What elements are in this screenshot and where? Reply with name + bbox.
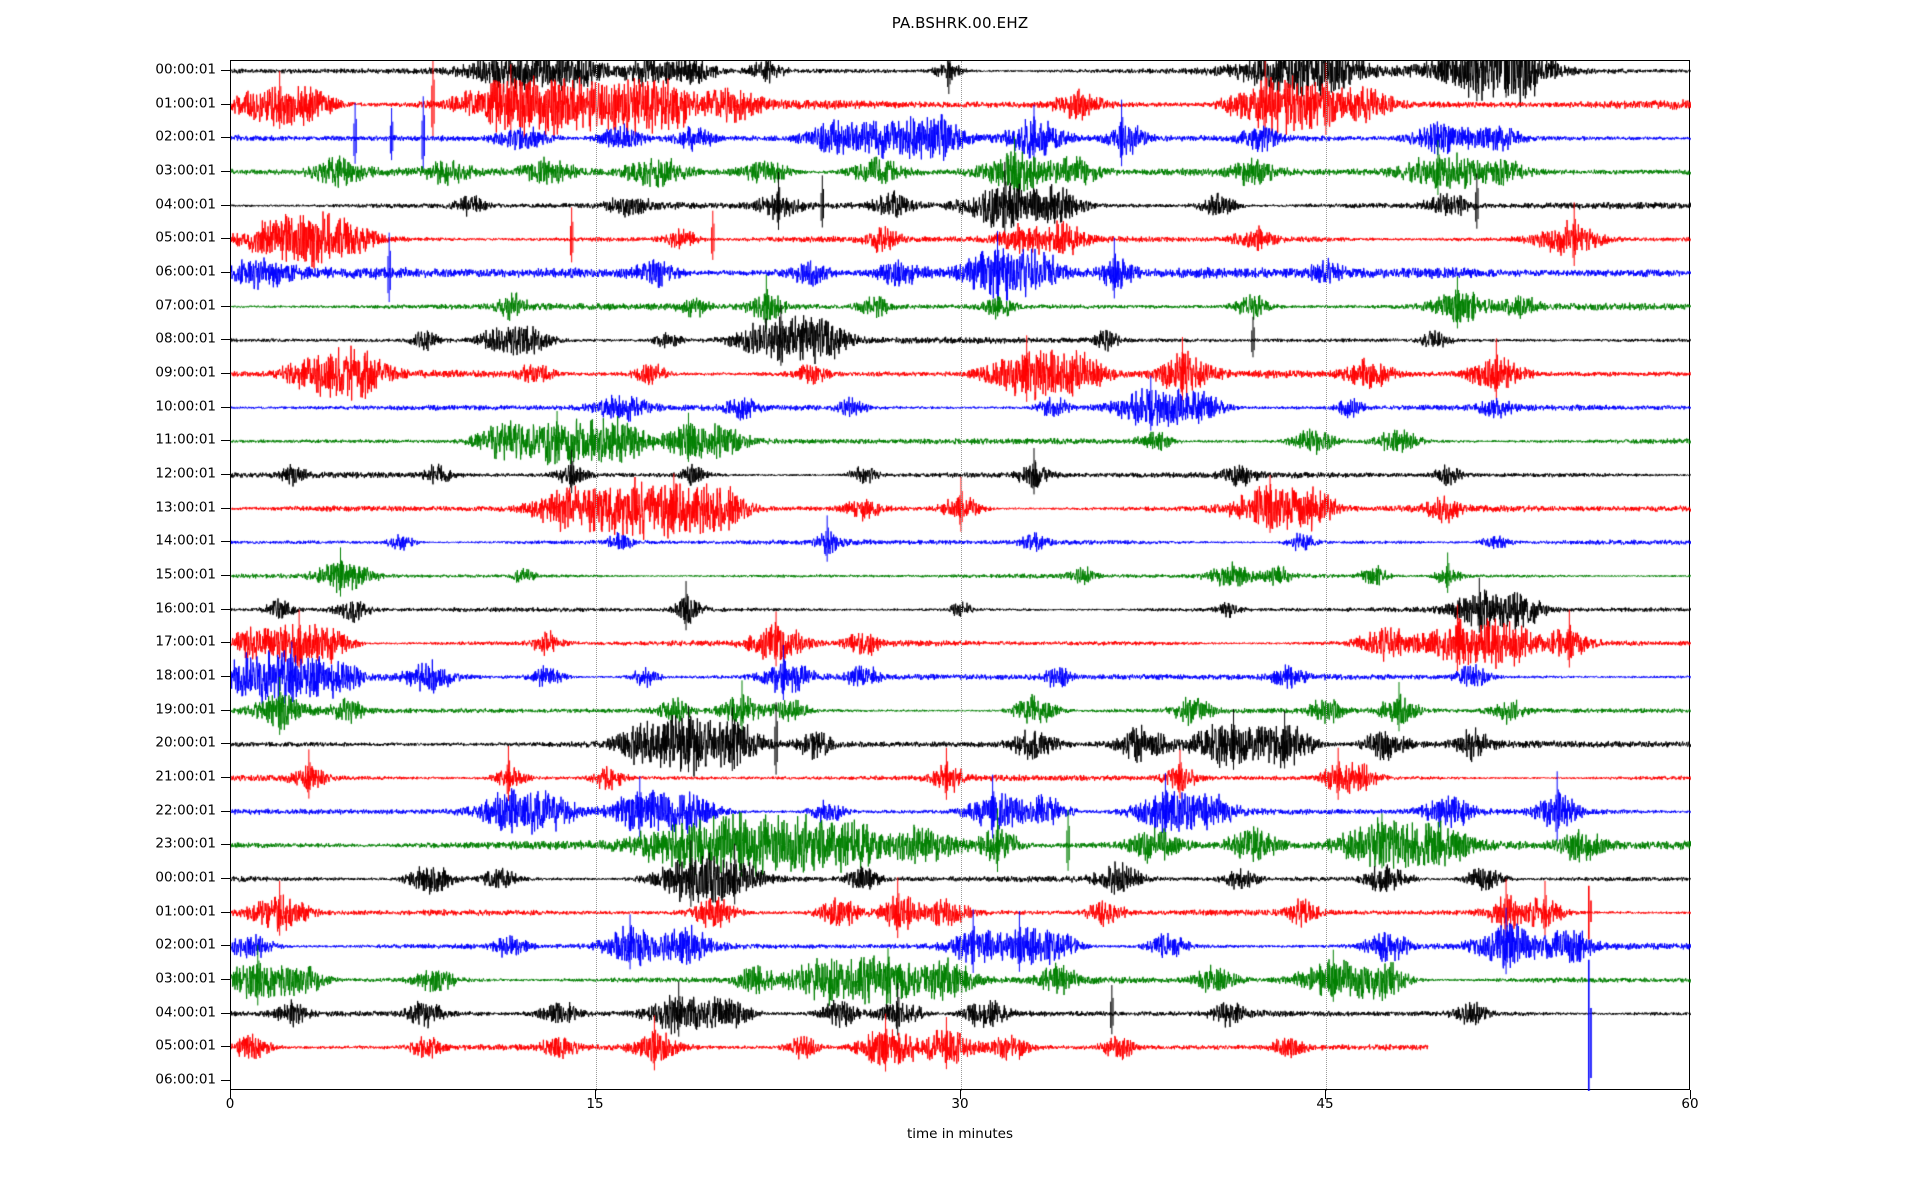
x-tick-label: 15 bbox=[586, 1096, 604, 1112]
y-tick-mark bbox=[221, 171, 230, 172]
y-tick-mark bbox=[221, 406, 230, 408]
y-tick-label: 17:00:01 bbox=[155, 633, 216, 650]
y-tick-label: 10:00:01 bbox=[155, 397, 216, 414]
y-tick-mark bbox=[221, 1012, 230, 1014]
y-tick-mark bbox=[221, 1080, 230, 1081]
y-tick-label: 03:00:01 bbox=[155, 162, 216, 179]
y-tick-label: 06:00:01 bbox=[155, 1071, 216, 1088]
y-tick-mark bbox=[221, 474, 230, 475]
x-tick-mark bbox=[595, 1090, 596, 1099]
y-tick-label: 16:00:01 bbox=[155, 599, 216, 616]
y-tick-label: 00:00:01 bbox=[155, 61, 216, 78]
y-tick-mark bbox=[221, 507, 230, 509]
y-tick-label: 05:00:01 bbox=[155, 1037, 216, 1054]
y-tick-mark bbox=[221, 743, 230, 745]
y-tick-mark bbox=[221, 878, 230, 879]
y-tick-mark bbox=[221, 911, 230, 913]
y-tick-label: 19:00:01 bbox=[155, 700, 216, 717]
y-tick-mark bbox=[221, 676, 230, 677]
y-tick-label: 20:00:01 bbox=[155, 734, 216, 751]
x-tick-mark bbox=[1325, 1090, 1326, 1099]
y-tick-mark bbox=[221, 204, 230, 206]
y-tick-mark bbox=[221, 541, 230, 543]
y-tick-label: 14:00:01 bbox=[155, 532, 216, 549]
y-tick-label: 12:00:01 bbox=[155, 465, 216, 482]
y-tick-label: 22:00:01 bbox=[155, 801, 216, 818]
x-tick-mark bbox=[1690, 1090, 1691, 1099]
y-tick-mark bbox=[221, 440, 230, 442]
y-tick-mark bbox=[221, 810, 230, 812]
y-tick-label: 15:00:01 bbox=[155, 566, 216, 583]
y-tick-mark bbox=[221, 777, 230, 778]
y-tick-mark bbox=[221, 305, 230, 307]
y-tick-label: 03:00:01 bbox=[155, 970, 216, 987]
y-tick-mark bbox=[221, 945, 230, 947]
y-tick-label: 05:00:01 bbox=[155, 229, 216, 246]
y-tick-mark bbox=[221, 642, 230, 644]
x-tick-label: 0 bbox=[225, 1096, 235, 1112]
x-tick-label: 60 bbox=[1681, 1096, 1699, 1112]
y-tick-mark bbox=[221, 103, 230, 105]
y-tick-mark bbox=[221, 575, 230, 576]
y-tick-label: 07:00:01 bbox=[155, 296, 216, 313]
y-tick-label: 21:00:01 bbox=[155, 768, 216, 785]
y-tick-label: 11:00:01 bbox=[155, 431, 216, 448]
y-tick-mark bbox=[221, 979, 230, 980]
y-tick-mark bbox=[221, 339, 230, 341]
x-tick-label: 30 bbox=[951, 1096, 969, 1112]
x-tick-mark bbox=[960, 1090, 961, 1099]
y-tick-label: 23:00:01 bbox=[155, 835, 216, 852]
y-tick-label: 18:00:01 bbox=[155, 667, 216, 684]
page-title: PA.BSHRK.00.EHZ bbox=[891, 14, 1029, 32]
grid-line bbox=[596, 61, 597, 1091]
y-tick-mark bbox=[221, 272, 230, 273]
grid-line bbox=[961, 61, 962, 1091]
y-tick-mark bbox=[221, 373, 230, 374]
y-tick-mark bbox=[221, 709, 230, 711]
y-tick-label: 04:00:01 bbox=[155, 195, 216, 212]
plot-axes-frame bbox=[230, 60, 1691, 1091]
y-tick-mark bbox=[221, 1046, 230, 1048]
y-tick-label: 04:00:01 bbox=[155, 1003, 216, 1020]
y-tick-label: 02:00:01 bbox=[155, 128, 216, 145]
y-tick-label: 01:00:01 bbox=[155, 902, 216, 919]
y-tick-mark bbox=[221, 844, 230, 846]
y-tick-label: 09:00:01 bbox=[155, 364, 216, 381]
y-tick-mark bbox=[221, 238, 230, 240]
y-tick-mark bbox=[221, 70, 230, 71]
y-tick-label: 13:00:01 bbox=[155, 498, 216, 515]
y-tick-label: 08:00:01 bbox=[155, 330, 216, 347]
y-tick-mark bbox=[221, 608, 230, 610]
y-tick-label: 06:00:01 bbox=[155, 263, 216, 280]
x-tick-mark bbox=[230, 1090, 231, 1099]
grid-line bbox=[1326, 61, 1327, 1091]
y-tick-mark bbox=[221, 137, 230, 139]
y-tick-label: 01:00:01 bbox=[155, 94, 216, 111]
y-tick-label: 00:00:01 bbox=[155, 869, 216, 886]
x-tick-label: 45 bbox=[1316, 1096, 1334, 1112]
y-tick-label: 02:00:01 bbox=[155, 936, 216, 953]
x-axis-label: time in minutes bbox=[906, 1126, 1014, 1142]
